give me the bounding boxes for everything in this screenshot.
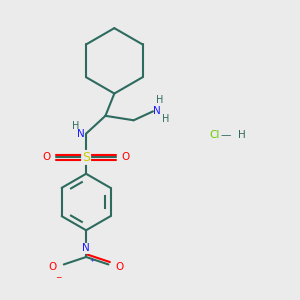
Text: O: O — [121, 152, 129, 162]
Text: +: + — [90, 259, 95, 263]
Text: H: H — [238, 130, 245, 140]
Text: O: O — [43, 152, 51, 162]
Text: H: H — [163, 114, 170, 124]
Text: N: N — [82, 243, 90, 254]
Text: N: N — [77, 129, 85, 139]
Text: H: H — [156, 95, 163, 105]
Text: −: − — [56, 273, 62, 282]
Text: N: N — [153, 106, 161, 116]
Text: —: — — [220, 130, 231, 140]
Text: O: O — [115, 262, 124, 272]
Text: O: O — [49, 262, 57, 272]
Text: H: H — [72, 121, 80, 131]
Text: S: S — [82, 151, 90, 164]
Text: Cl: Cl — [209, 130, 220, 140]
